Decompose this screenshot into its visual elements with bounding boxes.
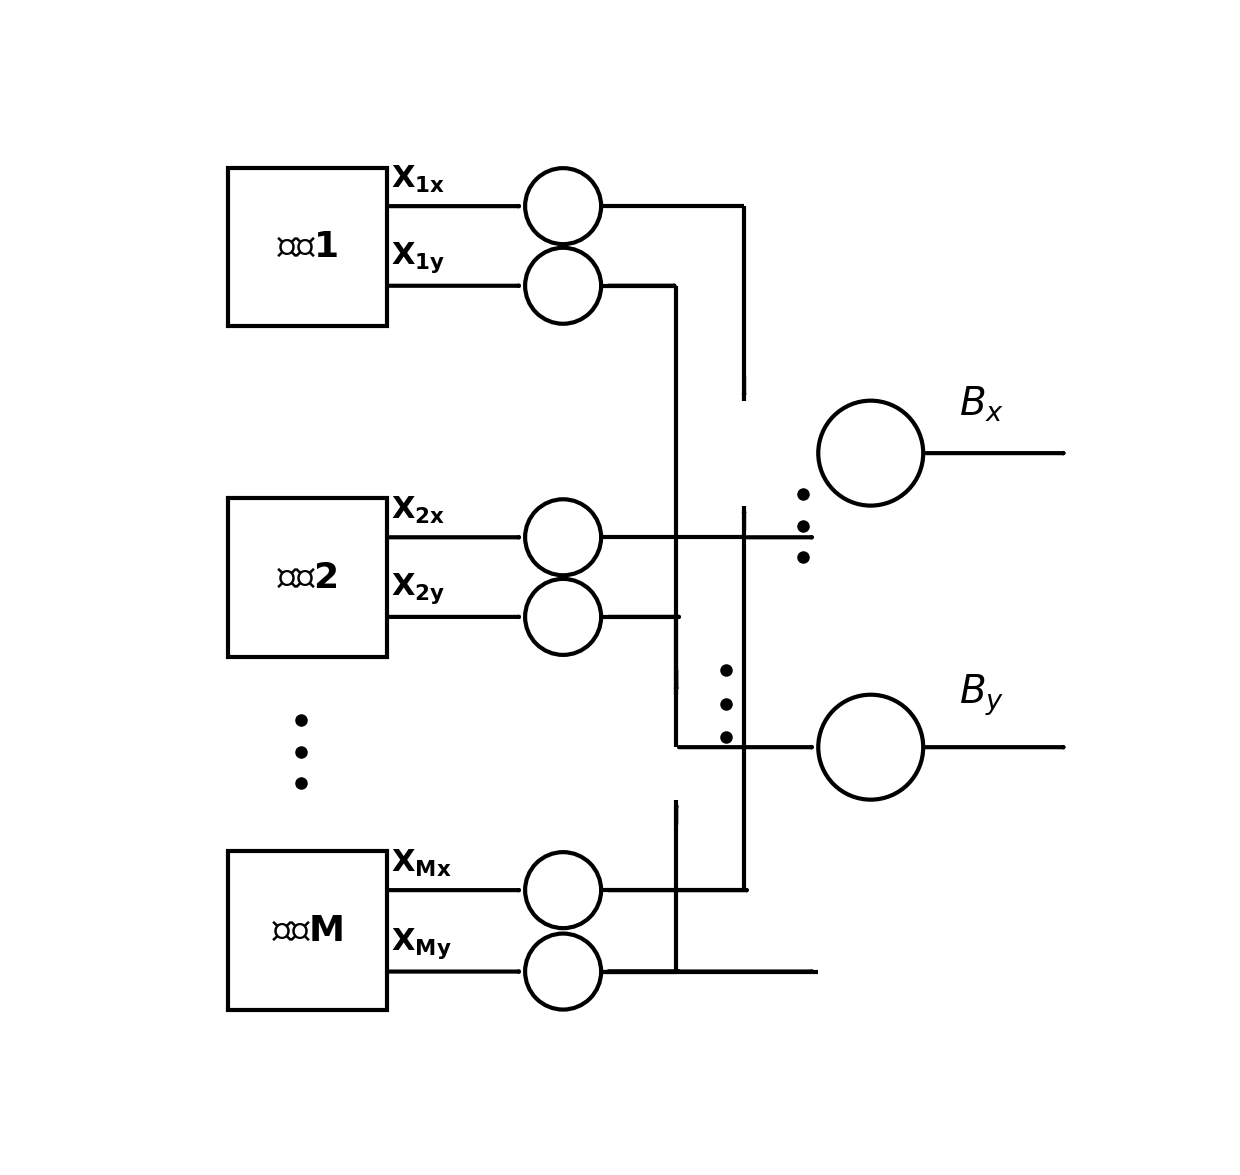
Bar: [228, 851, 387, 1009]
Circle shape: [818, 694, 924, 800]
Text: $B_x$: $B_x$: [960, 385, 1004, 424]
Text: $w_{1}$: $w_{1}$: [549, 273, 578, 293]
Circle shape: [525, 579, 601, 654]
Text: $w_{2}$: $w_{2}$: [549, 524, 578, 544]
Circle shape: [525, 934, 601, 1009]
Text: $\mathbf{X_{2x}}$: $\mathbf{X_{2x}}$: [391, 496, 445, 526]
Text: $\mathbf{X_{1x}}$: $\mathbf{X_{1x}}$: [391, 165, 445, 195]
Text: $\mathbf{X_{1y}}$: $\mathbf{X_{1y}}$: [391, 240, 445, 275]
Text: $\mathbf{X_{2y}}$: $\mathbf{X_{2y}}$: [391, 571, 445, 606]
Text: 阵元$\mathbf{M}$: 阵元$\mathbf{M}$: [272, 913, 343, 947]
Text: $\Sigma$: $\Sigma$: [858, 434, 883, 472]
Text: $w_{M}$: $w_{M}$: [547, 959, 579, 979]
Text: $w_{M}$: $w_{M}$: [547, 878, 579, 898]
Text: $\mathbf{X_{Mx}}$: $\mathbf{X_{Mx}}$: [391, 848, 451, 879]
Text: $w_{2}$: $w_{2}$: [549, 604, 578, 624]
Circle shape: [525, 499, 601, 576]
Bar: [228, 498, 387, 657]
Text: 阵元$\mathbf{2}$: 阵元$\mathbf{2}$: [277, 560, 339, 595]
Bar: [228, 168, 387, 327]
Circle shape: [525, 168, 601, 244]
Circle shape: [525, 852, 601, 928]
Circle shape: [818, 401, 924, 505]
Text: $B_y$: $B_y$: [960, 672, 1004, 718]
Text: $w_{1}$: $w_{1}$: [549, 194, 578, 214]
Text: 阵元$\mathbf{1}$: 阵元$\mathbf{1}$: [277, 230, 339, 264]
Text: $\mathbf{X_{My}}$: $\mathbf{X_{My}}$: [391, 926, 451, 961]
Text: $\Sigma$: $\Sigma$: [858, 728, 883, 766]
Circle shape: [525, 248, 601, 324]
